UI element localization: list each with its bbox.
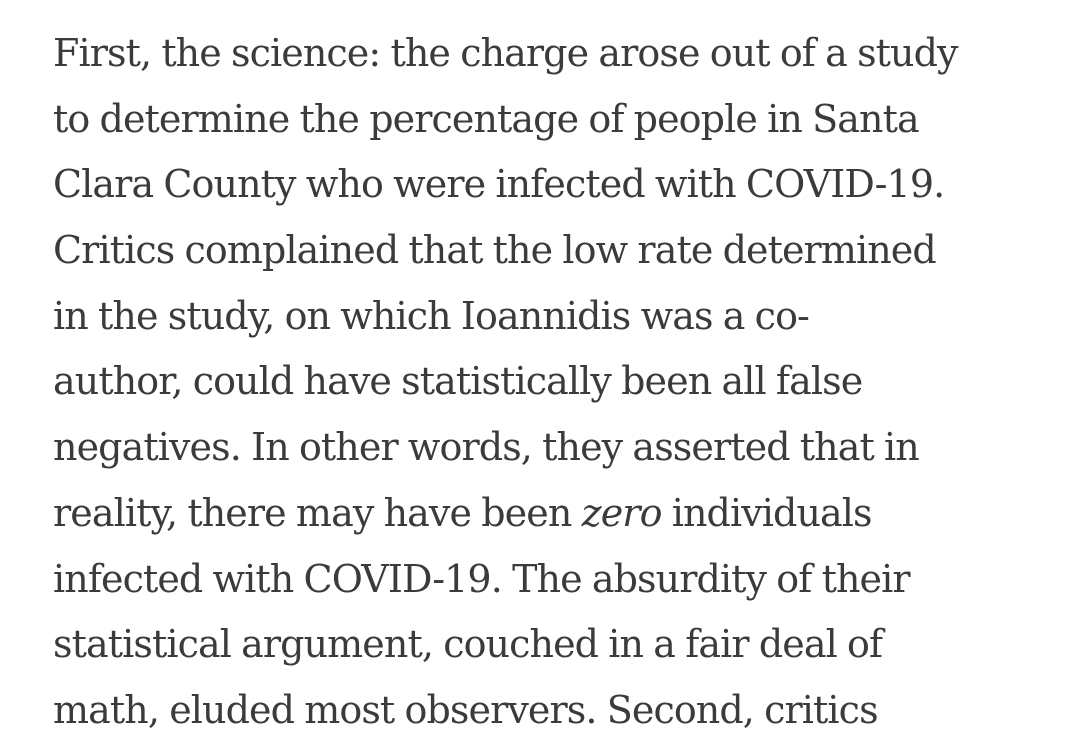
text-line: Clara County who were infected with COVI… [53,162,945,207]
text-segment: individuals [661,490,873,535]
text-line: reality, there may have been zero indivi… [53,481,1063,547]
text-line: author, could have statistically been al… [53,359,863,404]
text-line: negatives. In other words, they asserted… [53,425,920,470]
text-line: statistical argument, couched in a fair … [53,622,883,667]
text-line: math, eluded most observers. Second, cri… [53,687,879,732]
text-line: Critics complained that the low rate det… [53,228,937,273]
text-line: infected with COVID-19. The absurdity of… [53,556,911,601]
article-paragraph: First, the science: the charge arose out… [53,21,1063,744]
text-line: to determine the percentage of people in… [53,96,920,141]
text-line: in the study, on which Ioannidis was a c… [53,293,810,338]
emphasized-word: zero [581,490,663,535]
text-segment: reality, there may have been [53,490,582,535]
text-line: First, the science: the charge arose out… [53,31,959,75]
